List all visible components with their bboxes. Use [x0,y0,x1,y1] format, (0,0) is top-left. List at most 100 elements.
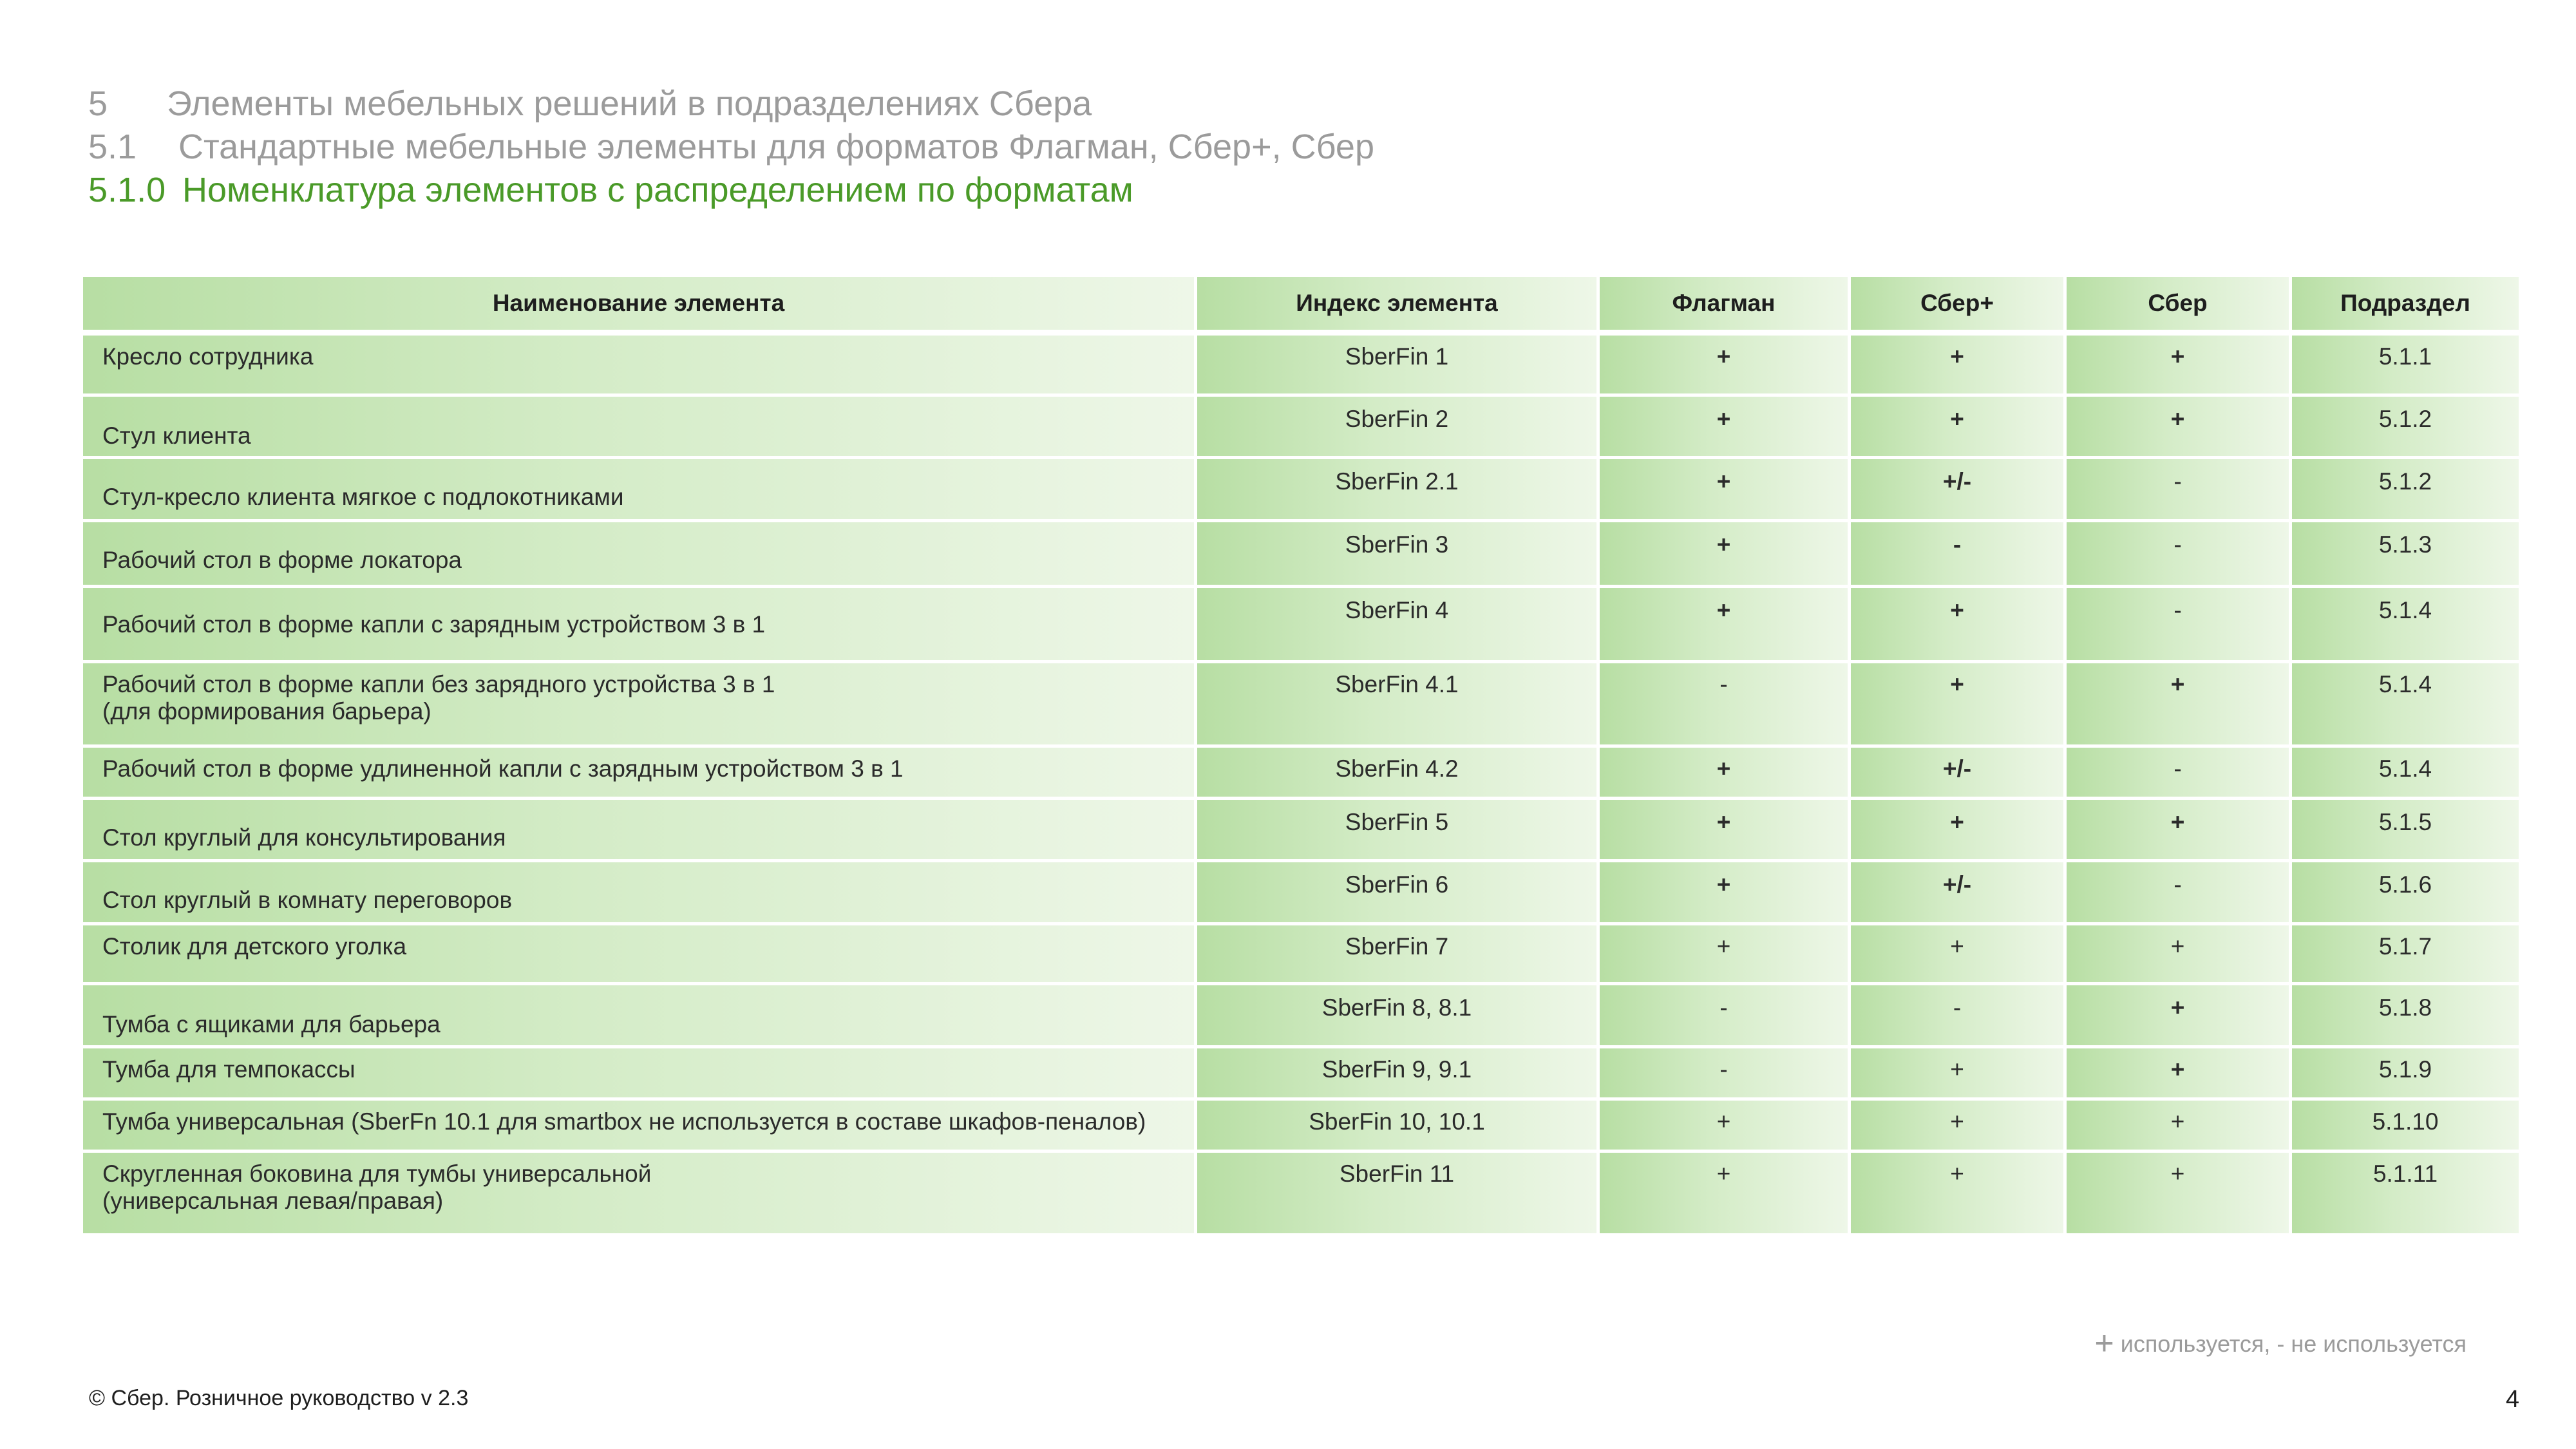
cell-flagman: + [1600,800,1848,862]
cell-index: SberFin 2.1 [1197,459,1596,522]
cell-element-name: Рабочий стол в форме капли без зарядного… [83,663,1194,748]
table-row: Кресло сотрудника SberFin 1 + + +5.1.1 [83,336,2519,397]
cell-index: SberFin 10, 10.1 [1197,1101,1596,1153]
table-row: Стол круглый в комнату переговоров SberFi… [83,862,2519,925]
column-header-flagman: Флагман [1600,277,1848,336]
table-row: Рабочий стол в форме капли с зарядным ус… [83,588,2519,663]
cell-index: SberFin 4.1 [1197,663,1596,748]
cell-sberplus: - [1851,985,2063,1048]
heading-text: Номенклатура элементов с распределением … [182,171,1133,209]
cell-element-name: Кресло сотрудника [83,336,1194,397]
cell-section: 5.1.8 [2292,985,2519,1048]
cell-section: 5.1.5 [2292,800,2519,862]
table-row: Тумба для темпокассы SberFin 9, 9.1- + +5.1… [83,1048,2519,1101]
table-row: Столик для детского уголка SberFin 7 + + +5.… [83,925,2519,985]
cell-sber: - [2067,748,2289,800]
cell-flagman: + [1600,459,1848,522]
cell-sberplus: - [1851,522,2063,588]
cell-section: 5.1.10 [2292,1101,2519,1153]
cell-sberplus: + [1851,925,2063,985]
cell-element-name: Скругленная боковина для тумбы универсал… [83,1153,1194,1236]
cell-section: 5.1.4 [2292,663,2519,748]
element-name-text: Тумба для темпокассы [102,1056,355,1083]
cell-flagman: - [1600,985,1848,1048]
cell-section: 5.1.2 [2292,397,2519,459]
cell-section: 5.1.7 [2292,925,2519,985]
cell-sber: + [2067,925,2289,985]
cell-flagman: + [1600,748,1848,800]
cell-flagman: + [1600,588,1848,663]
cell-sberplus: +/- [1851,748,2063,800]
cell-element-name: Рабочий стол в форме локатора [83,522,1194,588]
cell-section: 5.1.6 [2292,862,2519,925]
heading-level-1: 5 Элементы мебельных решений в подраздел… [88,82,1374,126]
legend: + используется, - не используется [2094,1324,2467,1363]
cell-index: SberFin 9, 9.1 [1197,1048,1596,1101]
legend-plus-symbol: + [2094,1325,2114,1362]
cell-sber: + [2067,663,2289,748]
element-name-text: Тумба универсальная (SberFn 10.1 для sma… [102,1108,1146,1135]
page-number: 4 [2505,1386,2519,1413]
cell-sber: + [2067,1101,2289,1153]
element-name-text: Тумба с ящиками для барьера [102,1011,440,1037]
heading-level-3: 5.1.0 Номенклатура элементов с распредел… [88,169,1374,212]
cell-section: 5.1.4 [2292,748,2519,800]
cell-section: 5.1.3 [2292,522,2519,588]
cell-element-name: Стол круглый для консультирования [83,800,1194,862]
legend-text: используется, - не используется [2114,1331,2467,1357]
table-row: Рабочий стол в форме удлиненной капли с … [83,748,2519,800]
cell-index: SberFin 8, 8.1 [1197,985,1596,1048]
element-name-text: Стол круглый для консультирования [102,824,506,851]
heading-text: Стандартные мебельные элементы для форма… [178,128,1374,166]
section-headings: 5 Элементы мебельных решений в подраздел… [88,82,1374,212]
cell-flagman: + [1600,862,1848,925]
cell-element-name: Стол круглый в комнату переговоров [83,862,1194,925]
cell-section: 5.1.9 [2292,1048,2519,1101]
heading-level-2: 5.1 Стандартные мебельные элементы для ф… [88,126,1374,169]
table-row: Стул клиента SberFin 2 + + +5.1.2 [83,397,2519,459]
element-name-text: Стол круглый в комнату переговоров [102,887,513,913]
cell-index: SberFin 7 [1197,925,1596,985]
column-header-sber: Сбер [2067,277,2289,336]
cell-index: SberFin 6 [1197,862,1596,925]
cell-sber: - [2067,459,2289,522]
table-row: Скругленная боковина для тумбы универсал… [83,1153,2519,1236]
cell-sber: + [2067,1048,2289,1101]
cell-sber: + [2067,336,2289,397]
element-name-note: (для формирования барьера) [102,698,431,724]
cell-section: 5.1.11 [2292,1153,2519,1236]
cell-index: SberFin 5 [1197,800,1596,862]
cell-element-name: Столик для детского уголка [83,925,1194,985]
cell-sberplus: + [1851,1153,2063,1236]
table-row: Рабочий стол в форме капли без зарядного… [83,663,2519,748]
cell-flagman: + [1600,522,1848,588]
footer-copyright: © Сбер. Розничное руководство v 2.3 [89,1386,469,1410]
column-header-index: Индекс элемента [1197,277,1596,336]
cell-index: SberFin 4 [1197,588,1596,663]
cell-index: SberFin 4.2 [1197,748,1596,800]
cell-flagman: - [1600,663,1848,748]
cell-element-name: Тумба с ящиками для барьера [83,985,1194,1048]
element-name-note: (универсальная левая/правая) [102,1188,444,1214]
cell-sber: - [2067,588,2289,663]
cell-index: SberFin 1 [1197,336,1596,397]
table-header-row: Наименование элемента Индекс элемента Фл… [83,277,2519,336]
column-header-section: Подраздел [2292,277,2519,336]
cell-element-name: Тумба универсальная (SberFn 10.1 для sma… [83,1101,1194,1153]
column-header-name: Наименование элемента [83,277,1194,336]
cell-sberplus: +/- [1851,862,2063,925]
cell-sberplus: + [1851,800,2063,862]
cell-flagman: + [1600,1101,1848,1153]
heading-number: 5.1.0 [88,171,166,209]
cell-sberplus: +/- [1851,459,2063,522]
cell-sber: + [2067,397,2289,459]
element-name-text: Стул клиента [102,422,251,449]
table-row: Рабочий стол в форме локатора SberFin 3 + -… [83,522,2519,588]
table-row: Тумба с ящиками для барьера SberFin 8, 8.… [83,985,2519,1048]
element-name-text: Столик для детского уголка [102,933,407,960]
cell-sber: + [2067,1153,2289,1236]
cell-index: SberFin 11 [1197,1153,1596,1236]
cell-section: 5.1.1 [2292,336,2519,397]
cell-flagman: + [1600,336,1848,397]
cell-flagman: - [1600,1048,1848,1101]
